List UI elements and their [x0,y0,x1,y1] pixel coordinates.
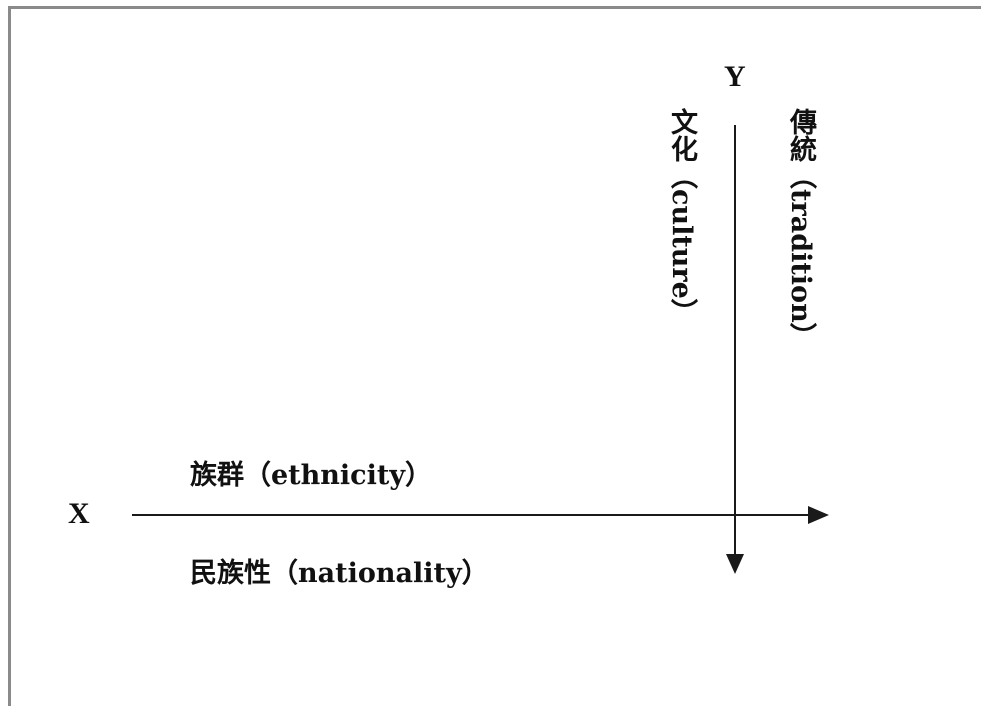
y-axis-letter: Y [724,60,746,93]
y-axis-arrowhead [726,554,744,574]
x-axis-letter: X [68,497,90,530]
label-nationality: 民族性（nationality） [190,558,489,589]
label-culture: 文化（culture） [666,108,697,326]
label-ethnicity: 族群（ethnicity） [190,460,433,491]
label-tradition: 傳統（tradition） [785,108,816,350]
diagram-frame [8,6,981,706]
axes-canvas [132,125,829,574]
x-axis-arrowhead [808,506,829,524]
